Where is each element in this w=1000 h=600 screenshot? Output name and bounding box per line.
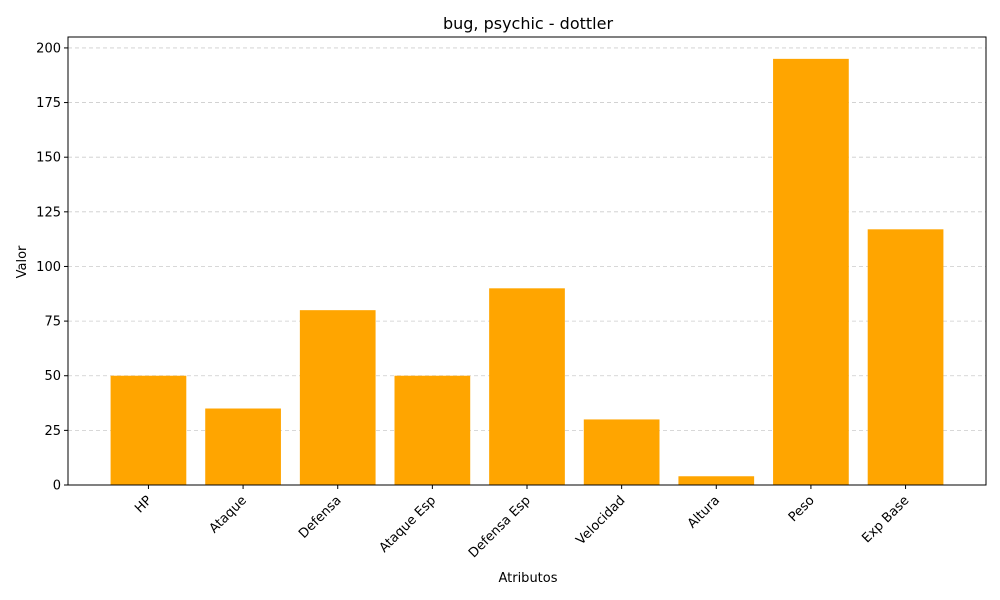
x-tick-label: Ataque	[207, 493, 250, 536]
y-tick-label: 0	[53, 479, 61, 494]
y-ticks: 0 25 50 75 100 125 150 175 200	[36, 41, 68, 494]
y-tick-label: 50	[44, 369, 61, 384]
x-tick-label: Altura	[685, 493, 723, 531]
y-tick-label: 125	[36, 205, 61, 220]
bar	[867, 229, 944, 485]
x-tick-label: Ataque Esp	[377, 493, 440, 556]
bar	[205, 408, 281, 485]
y-tick-label: 150	[36, 151, 61, 166]
bar	[110, 375, 187, 485]
x-tick-label: Peso	[786, 493, 818, 525]
x-tick-label: Defensa Esp	[466, 493, 534, 561]
bar	[678, 476, 755, 485]
x-tick-label: Velocidad	[574, 493, 629, 548]
y-tick-label: 200	[36, 41, 61, 56]
x-ticks: HP Ataque Defensa Ataque Esp Defensa Esp Velo…	[132, 485, 912, 561]
bars	[110, 58, 944, 485]
bar	[394, 375, 471, 485]
bar	[583, 419, 660, 485]
bar	[299, 310, 376, 485]
x-tick-label: Exp Base	[859, 493, 912, 546]
y-axis-label: Valor	[15, 245, 30, 278]
y-tick-label: 175	[36, 96, 61, 111]
y-tick-label: 25	[44, 424, 61, 439]
x-tick-label: HP	[132, 493, 155, 516]
chart-title: bug, psychic - dottler	[443, 14, 613, 33]
bar	[489, 288, 565, 485]
y-tick-label: 75	[44, 315, 61, 330]
bar	[773, 58, 849, 485]
x-axis-label: Atributos	[498, 571, 557, 586]
y-tick-label: 100	[36, 260, 61, 275]
x-tick-label: Defensa	[296, 493, 344, 541]
